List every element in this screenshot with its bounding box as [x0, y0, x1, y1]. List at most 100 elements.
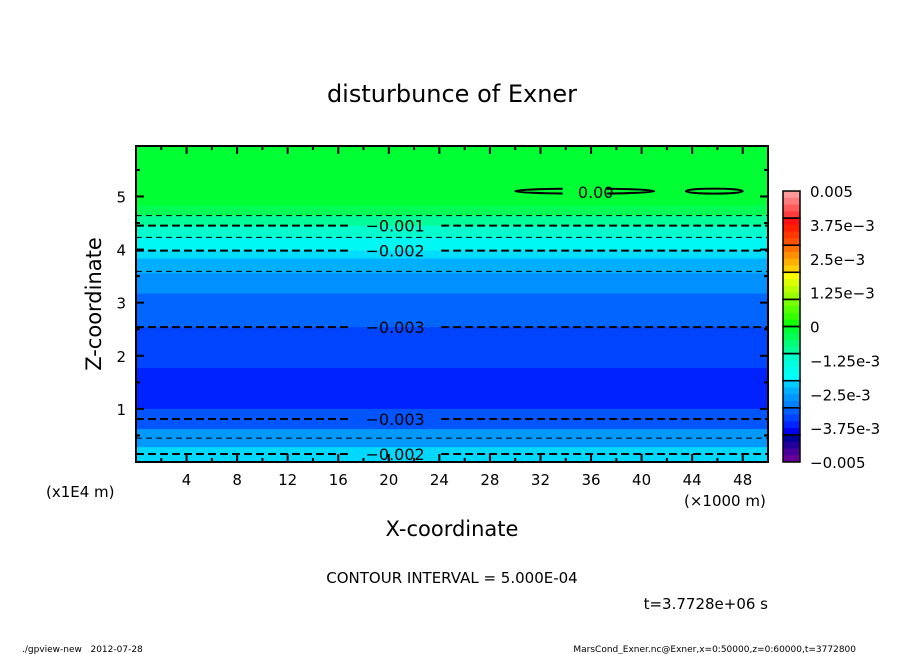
colorbar-swatch: [783, 218, 800, 226]
contour-band: [136, 327, 768, 369]
colorbar-label: 3.75e−3: [810, 217, 875, 235]
colorbar-swatch: [783, 312, 800, 321]
colorbar-swatch: [783, 360, 800, 368]
colorbar-swatch: [783, 455, 800, 463]
contour-label: −0.002: [366, 445, 425, 464]
colorbar-swatch: [783, 340, 800, 348]
contour-lines: −0.001 −0.002 −0.003 −0.003 −0.002 0.00: [136, 183, 768, 464]
contour-band: [136, 250, 768, 260]
x-tick-label: 4: [182, 471, 192, 489]
colorbar-swatch: [783, 279, 800, 287]
colorbar-swatch: [783, 346, 800, 355]
x-tick-label: 20: [379, 471, 398, 489]
y-tick-label: 1: [116, 401, 126, 419]
contour-band: [136, 146, 768, 206]
x-axis-label: X-coordinate: [386, 517, 519, 541]
contour-label: −0.001: [366, 217, 425, 236]
zero-label-bg: [562, 185, 607, 198]
colorbar-swatch: [783, 299, 800, 307]
contour-band: [136, 258, 768, 274]
colorbar-swatch: [783, 401, 800, 409]
contour-band: [136, 367, 768, 410]
colorbar: 0.005 3.75e−3 2.5e−3 1.25e−3 0 −1.25e-3 −2.5e-…: [782, 183, 880, 472]
colorbar-swatch: [783, 251, 800, 260]
colorbar-swatch: [783, 380, 800, 388]
footer-right: MarsCond_Exner.nc@Exner,x=0:50000,z=0:60…: [573, 645, 856, 654]
x-tick-label: 16: [329, 471, 348, 489]
colorbar-label: 1.25e−3: [810, 285, 875, 303]
colorbar-label: −1.25e-3: [810, 352, 880, 370]
contour-band: [136, 225, 768, 238]
colorbar-label: −0.005: [810, 454, 866, 472]
colorbar-swatch: [783, 306, 800, 314]
footer-left: ./gpview-new 2012-07-28: [22, 645, 143, 654]
contour-band: [136, 447, 768, 463]
colorbar-swatch: [783, 441, 800, 449]
y-tick-label: 5: [116, 188, 126, 206]
colorbar-swatch: [783, 414, 800, 422]
colorbar-swatch: [783, 272, 800, 280]
y-axis-label: Z-coordinate: [82, 237, 106, 371]
contour-label: −0.003: [366, 318, 425, 337]
contour-band: [136, 273, 768, 295]
colorbar-swatch: [783, 265, 800, 273]
contour-label: −0.003: [366, 410, 425, 429]
colorbar-swatch: [783, 428, 800, 436]
colorbar-swatch: [783, 224, 800, 233]
x-tick-label: 24: [430, 471, 449, 489]
colorbar-swatch: [783, 191, 800, 199]
colorbar-swatch: [783, 238, 800, 246]
zero-contour: [684, 187, 744, 195]
colorbar-swatch: [783, 245, 800, 253]
x-tick-label: 12: [278, 471, 297, 489]
x-tick-label: 48: [733, 471, 752, 489]
plot-frame: [135, 145, 769, 463]
x-tick-label: 28: [480, 471, 499, 489]
y-tick-label: 2: [116, 348, 126, 366]
time-text: t=3.7728e+06 s: [644, 595, 769, 613]
colorbar-swatch: [783, 231, 800, 239]
colorbar-swatch: [783, 353, 800, 361]
colorbar-label: −2.5e-3: [810, 386, 871, 404]
x-tick-label: 44: [683, 471, 702, 489]
colorbar-label: −3.75e-3: [810, 420, 880, 438]
x-tick-label: 40: [632, 471, 651, 489]
colorbar-swatch: [783, 373, 800, 382]
contour-label: −0.002: [366, 242, 425, 261]
colorbar-swatch: [783, 326, 800, 334]
y-tick-label: 3: [116, 295, 126, 313]
contour-band: [136, 237, 768, 252]
colorbar-swatch: [783, 319, 800, 327]
colorbar-label: 0: [810, 319, 820, 337]
colorbar-swatch: [783, 387, 800, 395]
x-unit-label: (×1000 m): [684, 492, 766, 510]
contour-band: [136, 408, 768, 430]
colorbar-swatch: [783, 204, 800, 212]
colorbar-label: 2.5e−3: [810, 251, 865, 269]
colorbar-swatch: [783, 367, 800, 375]
contour-interval-text: CONTOUR INTERVAL = 5.000E-04: [326, 569, 577, 587]
colorbar-swatch: [783, 197, 800, 206]
x-tick-label: 36: [581, 471, 600, 489]
y-unit-label: (x1E4 m): [46, 483, 115, 501]
chart-title: disturbunce of Exner: [327, 80, 577, 108]
colorbar-swatch: [783, 434, 800, 443]
contour-band: [136, 205, 768, 217]
colorbar-label: 0.005: [810, 183, 853, 201]
x-tick-label: 8: [232, 471, 242, 489]
colorbar-swatch: [783, 333, 800, 341]
contour-band: [136, 293, 768, 328]
colorbar-swatch: [783, 407, 800, 416]
colorbar-swatch: [783, 292, 800, 300]
contour-band: [136, 215, 768, 227]
colorbar-swatch: [783, 285, 800, 294]
colorbar-swatch: [783, 211, 800, 219]
x-tick-label: 32: [531, 471, 550, 489]
colorbar-swatch: [783, 421, 800, 429]
colorbar-swatch: [783, 258, 800, 267]
y-tick-label: 4: [116, 242, 126, 260]
colorbar-swatch: [783, 448, 800, 456]
contour-bands: [136, 146, 768, 463]
